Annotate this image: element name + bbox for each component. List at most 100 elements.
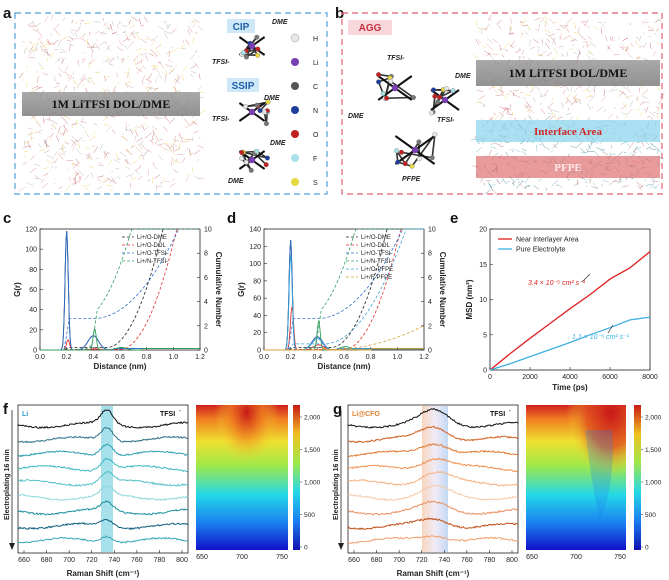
mesh-bond — [158, 26, 165, 31]
mesh-bond — [500, 93, 505, 96]
mesh-bond — [504, 107, 512, 110]
mesh-bond — [44, 50, 51, 57]
raman-g-x-tick-label: 760 — [461, 557, 473, 564]
raman-g-x-ticks: 660 680 700 720 740 760 780 800 — [348, 550, 518, 564]
mesh-bond — [86, 38, 89, 45]
mesh-bond — [156, 117, 163, 120]
mesh-bond — [500, 114, 502, 121]
raman-g-map-tick-label: 700 — [570, 554, 582, 561]
chart-c-y-tick-label: 40 — [29, 307, 37, 314]
mesh-bond — [552, 109, 560, 113]
mesh-bond — [76, 148, 82, 155]
mesh-bond — [60, 36, 68, 41]
chart-c-x-tick-label: 0.6 — [115, 354, 125, 361]
mesh-bond — [642, 19, 647, 26]
chart-e-y-tick-label: 15 — [479, 262, 487, 269]
mesh-bond — [58, 186, 63, 189]
mesh-bond — [53, 182, 56, 185]
mesh-bond — [652, 177, 656, 184]
mesh-bond — [106, 58, 112, 63]
mesh-bond — [88, 59, 95, 65]
molecule-atom — [416, 156, 422, 162]
mesh-bond — [528, 58, 530, 60]
mesh-bond — [643, 42, 647, 48]
mesh-bond — [18, 186, 26, 192]
mesh-bond — [563, 103, 565, 106]
raman-g-colorbar — [634, 405, 641, 550]
mesh-bond — [100, 32, 108, 34]
mesh-bond — [110, 23, 113, 31]
chart-c-cumulative-series — [40, 228, 200, 351]
mesh-bond — [558, 36, 563, 41]
mesh-bond — [171, 156, 175, 164]
mesh-bond — [499, 111, 505, 117]
chart-d-y-tick-label: 60 — [253, 296, 261, 303]
mesh-bond — [184, 39, 189, 43]
mesh-bond — [608, 86, 615, 93]
mesh-bond — [151, 125, 158, 130]
raman-f-spectrum — [17, 427, 189, 444]
chart-c-y-tick-label: 80 — [29, 267, 37, 274]
agg-pfpe-label: PFPE — [402, 176, 421, 183]
mesh-bond — [643, 108, 647, 111]
molecule-atom — [261, 109, 267, 115]
mesh-bond — [596, 147, 604, 151]
mesh-bond — [52, 39, 59, 45]
mesh-bond — [43, 167, 49, 170]
mesh-bond — [154, 141, 157, 145]
mesh-bond — [129, 35, 132, 37]
mesh-bond — [79, 176, 82, 183]
mesh-bond — [59, 132, 64, 134]
panel-c: c 0.0 0.2 0.4 0.6 0.8 1.0 1.202040608010012002… — [3, 210, 223, 371]
mesh-bond — [157, 143, 164, 146]
mesh-bond — [499, 85, 504, 93]
mesh-bond — [105, 185, 113, 187]
mesh-bond — [655, 28, 660, 32]
mesh-bond — [523, 184, 531, 189]
legend-dot-c — [291, 82, 299, 90]
mesh-bond — [657, 106, 660, 113]
mesh-bond — [559, 116, 563, 119]
mesh-bond — [50, 133, 54, 138]
mesh-bond — [186, 147, 189, 149]
mesh-bond — [165, 64, 173, 68]
mesh-bond — [152, 66, 159, 69]
mesh-bond — [498, 89, 504, 94]
mesh-bond — [113, 159, 120, 164]
mesh-bond — [486, 43, 494, 51]
mesh-bond — [544, 42, 550, 49]
mesh-bond — [79, 37, 87, 42]
mesh-bond — [188, 148, 191, 155]
mesh-bond — [111, 180, 118, 184]
mesh-bond — [96, 179, 102, 181]
raman-g-x-tick-label: 800 — [506, 557, 518, 564]
mesh-bond — [135, 165, 142, 172]
mesh-bond — [128, 19, 131, 25]
mesh-bond — [633, 148, 637, 153]
chart-c-plot-frame — [39, 228, 201, 351]
mesh-bond — [513, 94, 521, 98]
chart-d-x-tick-label: 0.4 — [312, 354, 322, 361]
mesh-bond — [642, 95, 648, 99]
mesh-bond — [33, 118, 41, 125]
molecule-clusters-a — [238, 34, 271, 173]
mesh-bond — [124, 159, 131, 165]
mesh-bond — [64, 139, 67, 142]
mesh-bond — [142, 80, 144, 86]
mesh-bond — [612, 179, 617, 183]
mesh-bond — [57, 58, 60, 62]
molecule-atom — [394, 148, 400, 154]
mesh-bond — [155, 87, 159, 90]
mesh-bond — [582, 22, 590, 29]
mesh-bond — [105, 44, 111, 51]
chart-c-legend-label: Li+/O-DOL — [137, 243, 167, 249]
mesh-bond — [179, 134, 183, 141]
mesh-bond — [625, 46, 628, 52]
raman-g-arrowhead — [338, 543, 344, 550]
mesh-bond — [150, 41, 155, 47]
mesh-bond — [87, 157, 93, 160]
panel-g-label: g — [333, 401, 342, 418]
mesh-bond — [159, 43, 162, 47]
mesh-bond — [533, 38, 539, 44]
mesh-bond — [139, 18, 141, 25]
